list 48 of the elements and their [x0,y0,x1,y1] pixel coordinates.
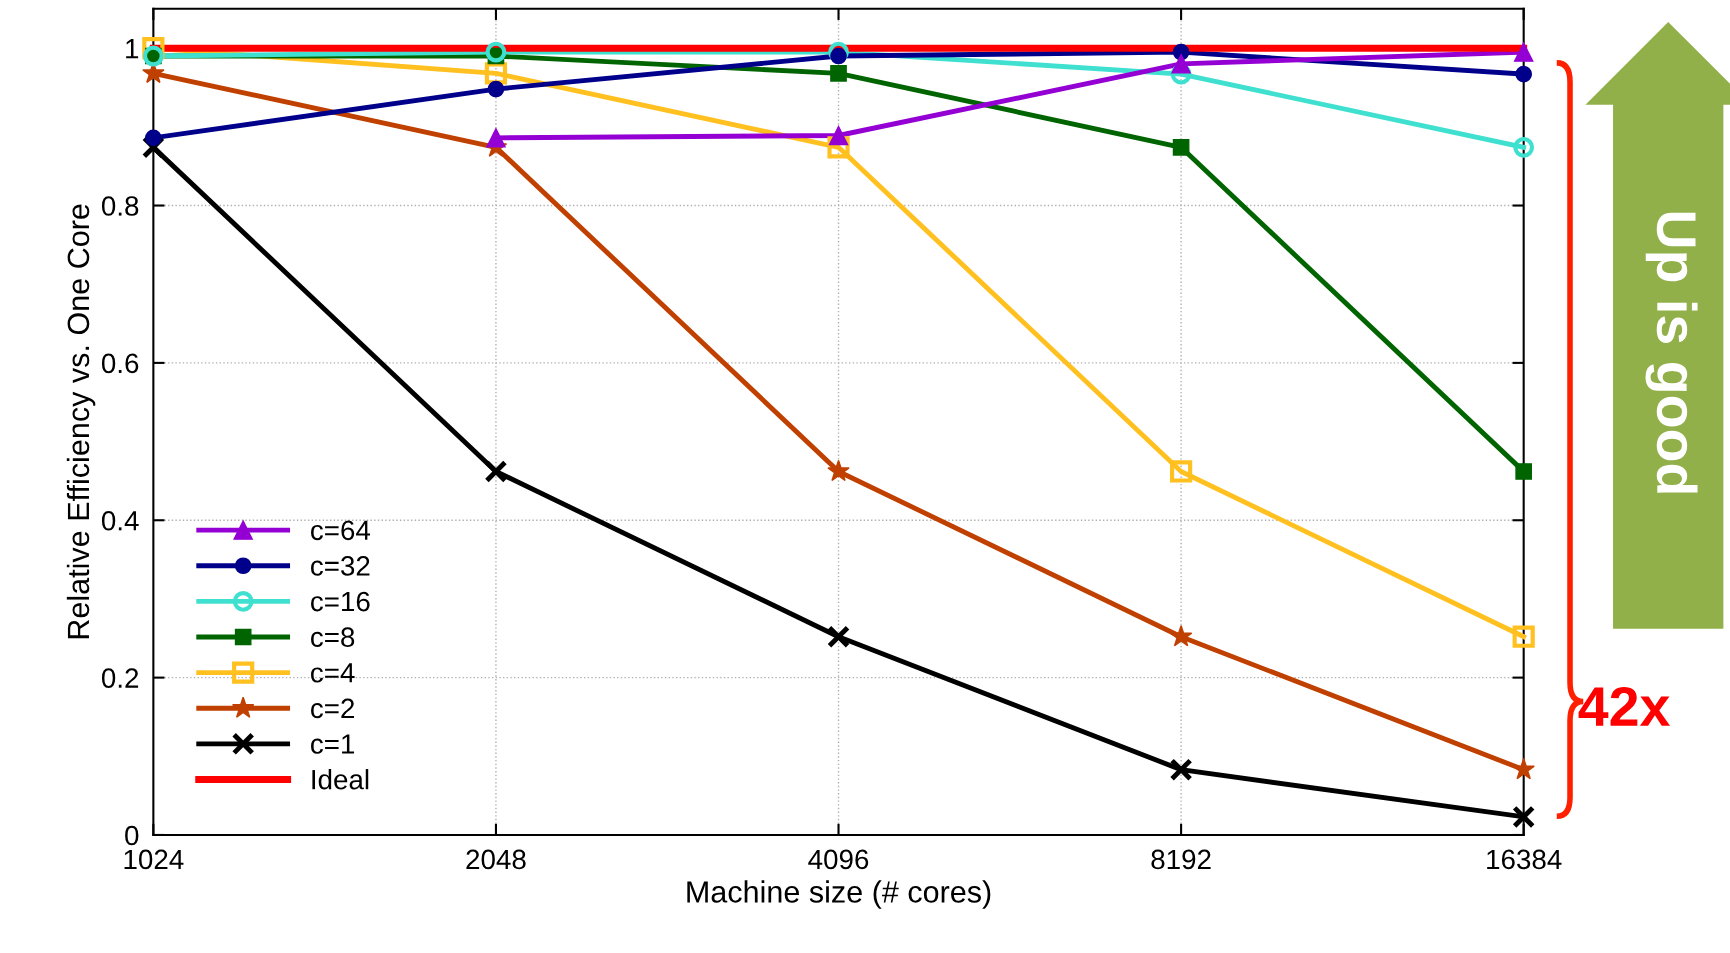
x-tick-label: 4096 [808,849,869,870]
legend-label: c=2 [311,698,355,719]
y-tick-label: 0.8 [101,196,139,216]
legend-label: c=4 [311,663,355,683]
point [827,136,850,159]
point [827,459,850,482]
point [827,625,850,649]
x-tick-label: 8192 [1151,849,1211,870]
point [1171,54,1191,74]
point [830,47,847,65]
point [484,62,508,85]
legend-label: c=64 [311,520,371,541]
point [487,80,505,98]
y-tick-label: 0.4 [101,510,139,531]
y-tick-label: 0.6 [101,353,139,374]
point [1515,65,1533,83]
legend-label: c=8 [311,627,355,647]
legend-label: Ideal [312,769,369,790]
point [484,460,508,483]
point [485,41,507,63]
point [1513,42,1534,62]
y-tick-label: 1 [126,39,139,59]
text: Up is good [1645,212,1698,493]
point [1512,625,1535,648]
point [141,135,165,159]
point [1169,460,1193,483]
x-tick-label: 16384 [1487,849,1562,870]
point [486,128,506,148]
point [1515,463,1533,480]
x-tick-label: 1024 [124,849,184,870]
y-tick-label: 0.2 [101,668,139,688]
point [1512,757,1535,780]
point [1169,758,1193,782]
legend-label: c=1 [311,734,355,754]
text: 42x [1578,687,1671,726]
point [1512,805,1536,829]
point [828,125,849,146]
point [1169,624,1193,647]
point [830,65,847,82]
legend-label: c=32 [311,556,370,576]
y-tick-label: 0 [125,825,139,846]
point [145,129,162,147]
x-tick-label: 2048 [466,849,526,870]
point [1172,138,1190,156]
legend-label: c=16 [311,591,370,612]
y-axis-title: Relative Efficiency vs. One Core [66,204,96,639]
x-axis-title: Machine size (# cores) [687,880,991,909]
point [1513,136,1535,158]
